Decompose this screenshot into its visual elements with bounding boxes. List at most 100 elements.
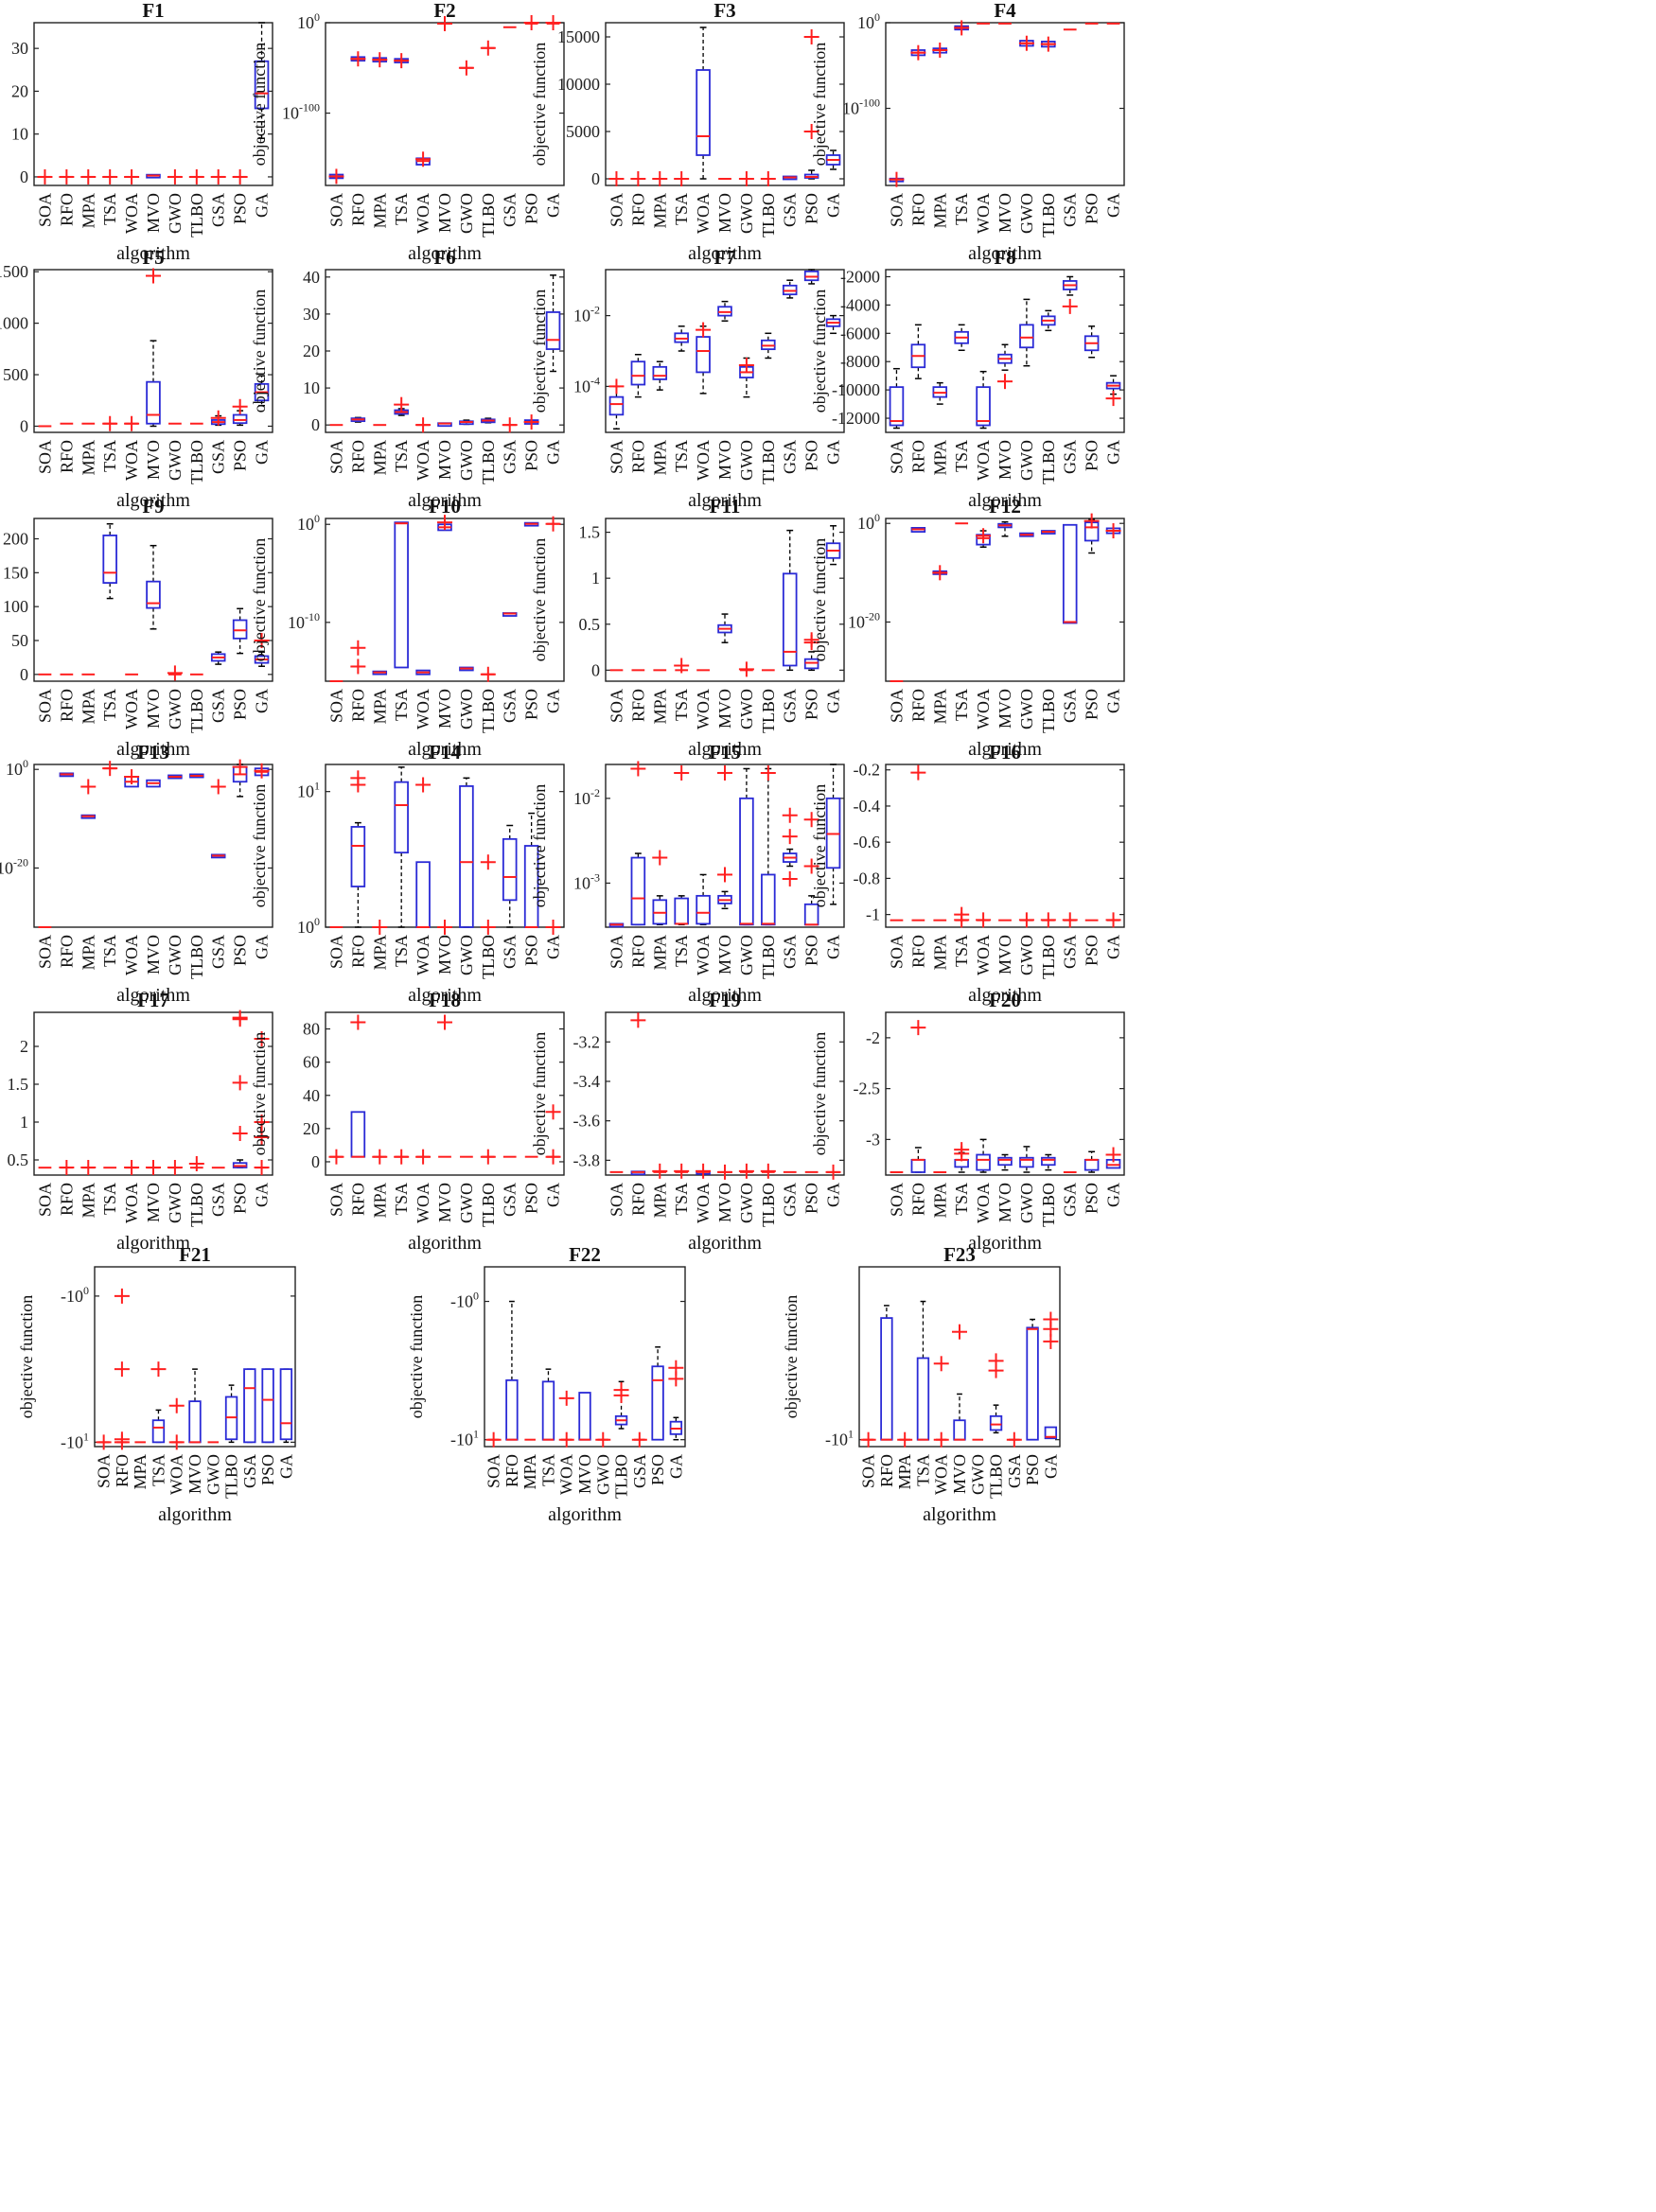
x-tick-label: MPA [79,1183,97,1218]
iqr-box [630,856,646,926]
x-tick-label: GA [1104,1183,1123,1207]
x-tick-label: MVO [995,689,1014,729]
y-tick-label: 100 [6,757,28,779]
x-axis-label: algorithm [688,243,762,264]
x-axis-label: algorithm [688,739,762,760]
y-tick-label: -0.2 [854,761,881,780]
x-tick-label: TSA [952,1183,971,1215]
panel-f15: F15 10-2 10-3 objective function SOA RFO MPA TS… [530,741,845,1006]
axes-frame [33,22,273,186]
y-tick-label: 100 [857,10,880,32]
x-tick-label: GA [824,935,843,959]
box-woa [976,1138,991,1173]
box-tsa [394,521,409,669]
box-rfo [59,772,75,778]
x-tick-label: GSA [501,193,520,227]
x-tick-label: TSA [100,935,119,967]
x-tick-label: GWO [457,1183,476,1223]
box-pso [232,1159,248,1168]
x-tick-label: GSA [1061,689,1080,723]
box-mvo [188,1368,202,1444]
y-tick-label: -101 [450,1428,479,1449]
box-rfo [350,821,366,928]
axes-frame [325,269,565,433]
box-tsa [674,325,689,352]
box-mvo [146,544,161,630]
y-axis-label: objective function [810,538,829,661]
x-tick-label: GSA [630,1454,649,1488]
x-tick-label: PSO [522,440,541,471]
axes-frame [605,22,845,186]
y-tick-label: 200 [3,530,28,549]
x-tick-label: WOA [122,935,141,975]
y-axis-label: objective function [810,1032,829,1155]
y-tick-label: 0 [20,665,28,684]
iqr-box [459,785,474,928]
x-tick-label: TSA [952,935,971,967]
panel-f6: F6 0 10 20 30 40 objective function SOA RFO MPA TS… [250,246,565,511]
iqr-box [910,1158,926,1173]
x-tick-label: SOA [607,193,625,227]
x-tick-label: SOA [887,935,906,969]
x-tick-label: TSA [392,935,411,967]
x-tick-label: GSA [781,193,800,227]
y-axis-label: objective function [250,43,269,166]
panel-title: F1 [142,0,164,22]
x-tick-label: RFO [628,193,647,226]
x-tick-label: PSO [1083,935,1101,966]
x-axis-label: algorithm [116,243,190,264]
iqr-box [652,365,668,380]
x-axis-label: algorithm [688,985,762,1006]
x-axis-label: algorithm [158,1504,232,1525]
panel-title: F18 [429,989,461,1011]
x-tick-label: MVO [995,440,1014,480]
x-tick-label: GSA [781,440,800,474]
panel-f7: F7 10-2 10-4 objective function SOA RFO MPA TSA… [530,246,845,511]
box-tlbo [224,1384,238,1444]
y-tick-label: -3.4 [573,1072,601,1091]
x-tick-label: RFO [57,1183,76,1216]
y-axis-label: objective function [810,784,829,907]
x-tick-label: SOA [326,440,345,474]
axes-frame [325,22,565,186]
y-tick-label: -3.2 [573,1032,601,1051]
iqr-box [630,360,646,386]
x-axis-label: algorithm [968,985,1042,1006]
box-mvo [717,890,732,910]
iqr-box [578,1392,591,1441]
box-ga [669,1416,683,1441]
box-woa [415,861,431,928]
panel-title: F22 [569,1243,601,1266]
x-tick-label: TLBO [479,1183,498,1227]
iqr-box [502,837,518,902]
x-tick-label: PSO [231,689,250,720]
box-gwo [167,774,183,780]
x-tick-label: GSA [501,935,520,969]
iqr-box [976,1153,991,1171]
y-tick-label: 10-20 [848,609,880,631]
x-tick-label: WOA [414,935,432,975]
x-tick-label: RFO [348,689,367,722]
x-tick-label: SOA [95,1454,114,1488]
x-tick-label: TLBO [759,689,778,733]
x-tick-label: MPA [370,440,389,475]
x-tick-label: MPA [131,1454,150,1489]
panel-title: F19 [709,989,741,1011]
iqr-box [151,1419,166,1444]
x-tick-label: GWO [593,1454,612,1495]
box-woa [415,669,431,676]
panel-f5: F5 0 500 1000 1500 objective function SOARFOMP… [0,246,273,511]
x-tick-label: SOA [326,935,345,969]
box-gsa [782,529,798,672]
x-axis-label: algorithm [968,243,1042,264]
y-tick-label: 10-100 [282,101,320,123]
box-pso [803,269,819,285]
box-pso [1083,1150,1100,1173]
x-tick-label: PSO [231,1183,250,1214]
iqr-box [889,386,905,427]
y-tick-label: -2 [866,1028,880,1047]
y-tick-label: 10000 [557,75,600,94]
y-tick-label: -0.4 [854,797,881,816]
y-tick-label: 10-10 [288,610,320,632]
x-tick-label: PSO [231,193,250,224]
